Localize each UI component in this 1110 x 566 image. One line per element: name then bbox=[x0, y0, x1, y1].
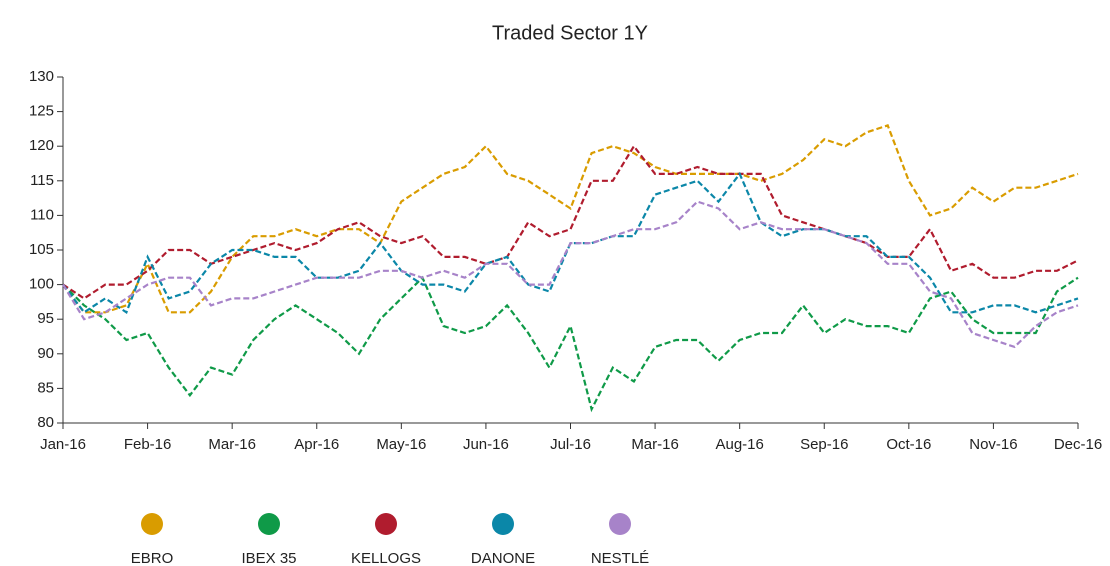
series-line bbox=[62, 275, 1079, 413]
y-tick-label: 95 bbox=[37, 310, 54, 327]
legend-swatch bbox=[492, 513, 514, 535]
legend-swatch bbox=[258, 513, 280, 535]
y-tick-label: 125 bbox=[29, 103, 54, 120]
legend-label: KELLOGS bbox=[351, 550, 421, 566]
x-tick-label: Jul-16 bbox=[550, 436, 591, 453]
y-tick-label: 80 bbox=[37, 414, 54, 431]
y-tick-label: 115 bbox=[30, 172, 54, 189]
series-line bbox=[62, 200, 1079, 349]
legend-label: DANONE bbox=[471, 550, 535, 566]
legend-swatch bbox=[141, 513, 163, 535]
x-tick-label: Mar-16 bbox=[208, 436, 256, 453]
legend-label: IBEX 35 bbox=[241, 550, 296, 566]
legend-label: EBRO bbox=[131, 550, 174, 566]
x-tick-label: Jan-16 bbox=[40, 436, 86, 453]
legend-swatch bbox=[375, 513, 397, 535]
x-tick-label: Jun-16 bbox=[463, 436, 509, 453]
y-tick-label: 100 bbox=[29, 276, 54, 293]
y-tick-label: 120 bbox=[29, 137, 54, 154]
x-tick-label: May-16 bbox=[376, 436, 426, 453]
y-tick-label: 90 bbox=[37, 345, 54, 362]
y-tick-label: 130 bbox=[29, 68, 54, 85]
x-tick-label: Oct-16 bbox=[886, 436, 931, 453]
x-tick-label: Sep-16 bbox=[800, 436, 848, 453]
series-line bbox=[62, 124, 1079, 314]
x-tick-label: Mar-16 bbox=[631, 436, 679, 453]
y-tick-label: 85 bbox=[37, 379, 54, 396]
x-tick-label: Aug-16 bbox=[715, 436, 763, 453]
x-tick-label: Apr-16 bbox=[294, 436, 339, 453]
x-tick-label: Dec-16 bbox=[1054, 436, 1102, 453]
series-line bbox=[62, 144, 1079, 300]
legend-swatch bbox=[609, 513, 631, 535]
y-tick-label: 105 bbox=[29, 241, 54, 258]
x-tick-label: Nov-16 bbox=[969, 436, 1017, 453]
x-tick-label: Feb-16 bbox=[124, 436, 172, 453]
legend-label: NESTLÉ bbox=[591, 550, 649, 566]
y-tick-label: 110 bbox=[30, 206, 54, 223]
chart-title: Traded Sector 1Y bbox=[492, 22, 648, 44]
